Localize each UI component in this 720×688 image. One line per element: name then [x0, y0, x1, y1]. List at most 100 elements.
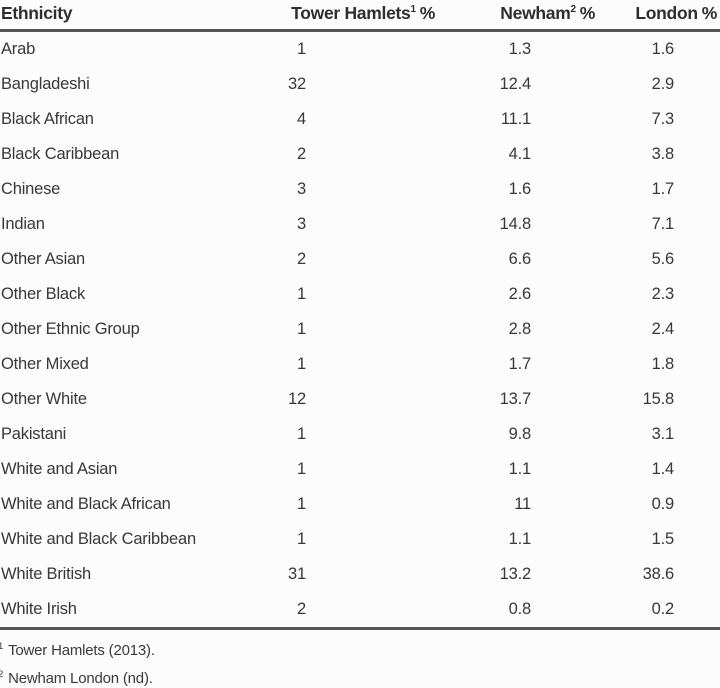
cell-london: 3.8 — [651, 145, 675, 163]
column-header-label: Newham — [500, 3, 571, 23]
cell-newham: 2.8 — [508, 320, 532, 338]
cell-ethnicity: Other Black — [1, 285, 85, 303]
table-row: Arab 1 1.3 1.6 — [0, 31, 720, 68]
cell-ethnicity: Black African — [1, 110, 94, 128]
column-header-ethnicity: Ethnicity — [0, 0, 240, 32]
footnotes-section: 1 Tower Hamlets (2013). 2 Newham London (n… — [0, 641, 720, 688]
cell-ethnicity: White and Black African — [1, 495, 171, 513]
table-row: Pakistani 1 9.8 3.1 — [0, 417, 720, 452]
percent-suffix: % — [419, 3, 436, 23]
column-header-tower-hamlets: Tower Hamlets1% — [240, 0, 437, 32]
cell-tower-hamlets: 1 — [297, 320, 306, 338]
cell-ethnicity: White and Asian — [1, 460, 118, 478]
cell-ethnicity: White Irish — [0, 592, 240, 630]
percent-suffix: % — [701, 3, 718, 23]
cell-tower-hamlets: 1 — [297, 460, 306, 478]
cell-newham: 1.3 — [508, 40, 532, 58]
ethnicity-table: Ethnicity Tower Hamlets1% Newham2% Londo… — [0, 0, 720, 630]
cell-newham: 11 — [514, 495, 531, 513]
table-row: White and Black African 1 11 0.9 — [0, 487, 720, 522]
cell-newham: 1.1 — [508, 530, 532, 548]
cell-london: 15.8 — [642, 390, 675, 408]
cell-tower-hamlets: 1 — [297, 530, 306, 548]
cell-london: 7.1 — [651, 215, 675, 233]
cell-ethnicity: White and Black Caribbean — [1, 530, 196, 548]
cell-ethnicity: Bangladeshi — [1, 75, 90, 93]
cell-ethnicity: White British — [1, 565, 92, 583]
cell-ethnicity: Arab — [1, 40, 36, 58]
header-row: Ethnicity Tower Hamlets1% Newham2% Londo… — [0, 0, 720, 32]
cell-newham: 4.1 — [508, 145, 532, 163]
cell-london: 2.3 — [651, 285, 675, 303]
cell-london: 38.6 — [642, 565, 675, 583]
cell-tower-hamlets: 31 — [288, 565, 306, 583]
cell-london: 1.8 — [651, 355, 675, 373]
cell-newham: 14.8 — [499, 215, 532, 233]
footnote-marker-icon: 2 — [570, 4, 576, 16]
cell-london: 7.3 — [651, 110, 675, 128]
cell-ethnicity: Pakistani — [1, 425, 67, 443]
column-header-london: London% — [597, 0, 720, 32]
cell-newham: 12.4 — [499, 75, 532, 93]
cell-newham: 1.7 — [508, 355, 532, 373]
cell-newham: 0.8 — [437, 592, 597, 630]
percent-suffix: % — [579, 3, 596, 23]
cell-tower-hamlets: 1 — [297, 285, 306, 303]
cell-tower-hamlets: 32 — [288, 75, 306, 93]
cell-ethnicity: Chinese — [1, 180, 61, 198]
footnote-newham: 2 Newham London (nd). — [0, 669, 720, 688]
cell-tower-hamlets: 2 — [297, 250, 306, 268]
cell-tower-hamlets: 1 — [297, 40, 306, 58]
cell-london: 0.9 — [651, 495, 675, 513]
cell-tower-hamlets: 3 — [297, 180, 306, 198]
table-row: White and Asian 1 1.1 1.4 — [0, 452, 720, 487]
cell-ethnicity: Other Mixed — [1, 355, 89, 373]
cell-ethnicity: Black Caribbean — [1, 145, 120, 163]
cell-tower-hamlets: 1 — [297, 425, 306, 443]
cell-london: 1.6 — [651, 40, 675, 58]
cell-london: 2.4 — [651, 320, 675, 338]
column-header-label: Ethnicity — [1, 3, 73, 23]
footnote-marker-icon: 1 — [410, 4, 416, 16]
cell-newham: 9.8 — [508, 425, 532, 443]
table-row: White and Black Caribbean 1 1.1 1.5 — [0, 522, 720, 557]
cell-london: 0.2 — [597, 592, 720, 630]
cell-tower-hamlets: 2 — [297, 145, 306, 163]
column-header-label: London — [635, 3, 698, 23]
table-row: Chinese 3 1.6 1.7 — [0, 172, 720, 207]
cell-london: 2.9 — [651, 75, 675, 93]
cell-london: 1.5 — [651, 530, 675, 548]
column-header-newham: Newham2% — [437, 0, 597, 32]
cell-tower-hamlets: 1 — [297, 355, 306, 373]
cell-ethnicity: Indian — [1, 215, 45, 233]
table-row: Black Caribbean 2 4.1 3.8 — [0, 137, 720, 172]
cell-newham: 1.1 — [508, 460, 532, 478]
column-header-label: Tower Hamlets — [291, 3, 411, 23]
table-row: Bangladeshi 32 12.4 2.9 — [0, 67, 720, 102]
footnote-marker-icon: 1 — [0, 641, 4, 652]
cell-london: 5.6 — [651, 250, 675, 268]
cell-newham: 2.6 — [508, 285, 532, 303]
footnote-marker-icon: 2 — [0, 669, 4, 680]
cell-tower-hamlets: 1 — [297, 495, 306, 513]
table-row: Other Asian 2 6.6 5.6 — [0, 242, 720, 277]
cell-ethnicity: Other Asian — [1, 250, 86, 268]
cell-ethnicity: Other Ethnic Group — [1, 320, 140, 338]
table-row: Other White 12 13.7 15.8 — [0, 382, 720, 417]
cell-newham: 13.2 — [499, 565, 532, 583]
table-row: Other Ethnic Group 1 2.8 2.4 — [0, 312, 720, 347]
cell-newham: 1.6 — [508, 180, 532, 198]
footnote-tower-hamlets: 1 Tower Hamlets (2013). — [0, 641, 720, 660]
cell-tower-hamlets: 2 — [240, 592, 437, 630]
table-row: Black African 4 11.1 7.3 — [0, 102, 720, 137]
table-row: Other Mixed 1 1.7 1.8 — [0, 347, 720, 382]
cell-tower-hamlets: 4 — [297, 110, 306, 128]
cell-tower-hamlets: 3 — [297, 215, 306, 233]
cell-ethnicity: Other White — [1, 390, 87, 408]
cell-tower-hamlets: 12 — [288, 390, 306, 408]
cell-london: 1.7 — [651, 180, 675, 198]
table-row: White British 31 13.2 38.6 — [0, 557, 720, 592]
cell-london: 3.1 — [651, 425, 675, 443]
table-row: White Irish 2 0.8 0.2 — [0, 592, 720, 630]
